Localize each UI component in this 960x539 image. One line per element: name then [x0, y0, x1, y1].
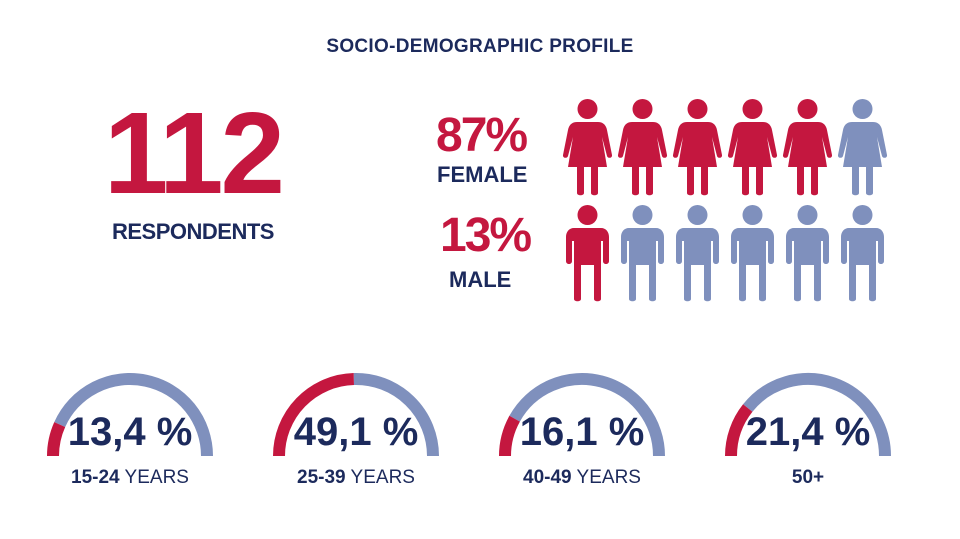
gauge-fill	[273, 373, 355, 457]
age-range-label: 25-39 YEARS	[297, 467, 415, 488]
gauge-arc	[47, 373, 213, 457]
age-range-label: 40-49 YEARS	[523, 467, 641, 488]
woman-icon	[782, 99, 833, 196]
female-label: FEMALE	[437, 162, 528, 187]
male-percent: 13%	[440, 209, 532, 262]
age-gauge: 49,1 %	[271, 368, 441, 478]
age-range-label: 15-24 YEARS	[71, 467, 189, 488]
respondent-label: RESPONDENTS	[112, 219, 274, 244]
man-icon	[731, 205, 774, 302]
gauge-arc	[725, 373, 891, 457]
woman-icon	[672, 99, 723, 196]
man-icon	[621, 205, 664, 302]
male-icon-row	[560, 203, 890, 303]
woman-icon	[617, 99, 668, 196]
age-range-label: 50+	[791, 467, 825, 488]
gauge-fill	[725, 404, 753, 457]
woman-icon	[837, 99, 888, 196]
respondent-count: 112	[103, 88, 285, 218]
age-gauge: 16,1 %	[497, 368, 667, 478]
age-gauge: 13,4 %	[45, 368, 215, 478]
gauge-track	[353, 373, 439, 457]
gauge-arc	[499, 373, 665, 457]
gauge-fill	[499, 415, 520, 457]
man-icon	[566, 205, 609, 302]
female-icon-row	[560, 97, 890, 197]
gauge-fill	[47, 422, 66, 457]
woman-icon	[727, 99, 778, 196]
gauge-track	[54, 373, 213, 457]
page-title: SOCIO-DEMOGRAPHIC PROFILE	[326, 36, 634, 57]
man-icon	[841, 205, 884, 302]
gauge-track	[743, 373, 891, 457]
gauge-arc	[273, 373, 439, 457]
male-label: MALE	[449, 267, 512, 292]
gauge-value: 13,4 %	[67, 410, 193, 454]
man-icon	[786, 205, 829, 302]
gauge-value: 16,1 %	[519, 410, 645, 454]
female-percent: 87%	[436, 109, 528, 162]
gauge-value: 49,1 %	[293, 410, 419, 454]
age-gauge: 21,4 %	[723, 368, 893, 478]
gauge-track	[509, 373, 665, 457]
man-icon	[676, 205, 719, 302]
gauge-value: 21,4 %	[745, 410, 871, 454]
woman-icon	[562, 99, 613, 196]
